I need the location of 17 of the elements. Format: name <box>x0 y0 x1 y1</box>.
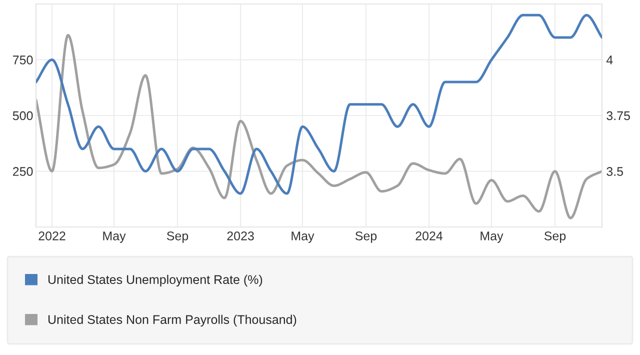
x-tick-label: May <box>480 232 504 243</box>
y-tick-label: 250 <box>13 167 33 176</box>
x-tick-label: Sep <box>166 231 188 243</box>
y2-tick-label: 3.75 <box>606 111 630 120</box>
x-tick-label: 2022 <box>38 231 66 240</box>
y2-tick-label: 3.5 <box>606 167 624 176</box>
y-tick-label: 500 <box>12 111 33 120</box>
x-tick-label: May <box>103 232 126 243</box>
legend-label: United States Non Farm Payrolls (Thousand) <box>48 314 296 326</box>
y2-tick-label: 4 <box>606 56 613 64</box>
x-tick-label: Sep <box>544 231 566 243</box>
y-tick-label: 750 <box>13 56 33 64</box>
x-tick-label: 2023 <box>227 231 254 240</box>
x-tick-label: May <box>292 232 314 243</box>
x-tick-label: Sep <box>355 231 377 243</box>
legend-label: United States Unemployment Rate (%) <box>48 274 262 286</box>
x-tick-label: 2024 <box>416 231 443 240</box>
